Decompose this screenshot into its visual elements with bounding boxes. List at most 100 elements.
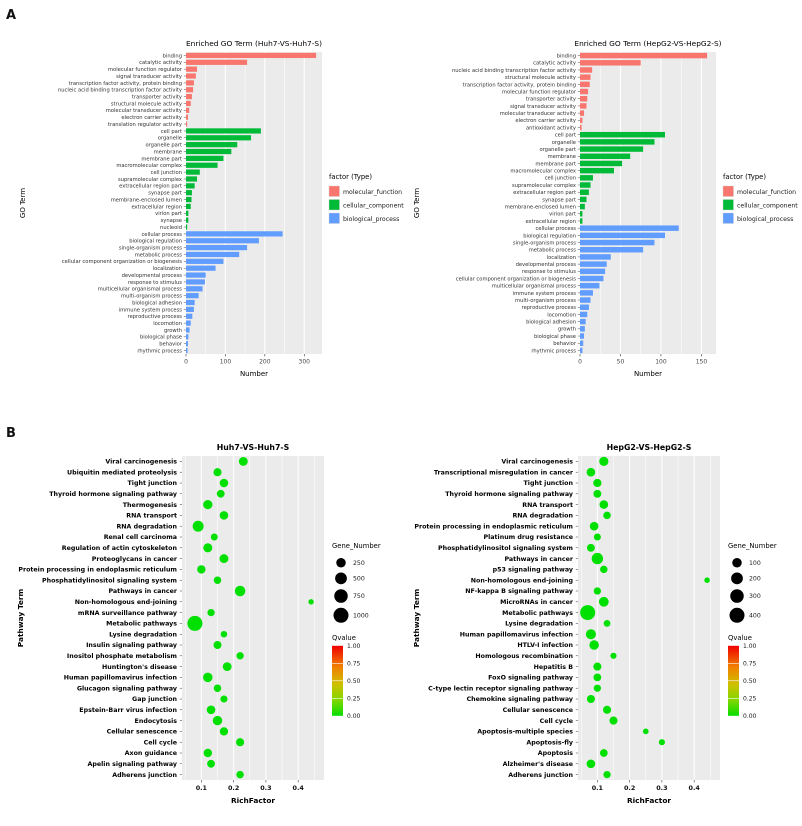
size-legend-key <box>731 572 743 585</box>
y-tick-label: membrane part <box>141 156 182 162</box>
y-tick-label: transcription factor activity, protein b… <box>463 82 576 88</box>
bubble <box>236 652 244 660</box>
x-tick-label: 0.3 <box>260 784 271 792</box>
bubble <box>593 587 601 595</box>
y-tick-label: virion part <box>155 211 182 217</box>
bubble <box>593 489 602 498</box>
bar-molecular_function <box>186 73 196 79</box>
size-legend-title: Gene_Number <box>728 542 777 550</box>
y-tick-label: Thyroid hormone signaling pathway <box>49 491 177 498</box>
x-tick-label: 0 <box>578 359 582 366</box>
y-tick-label: Thyroid hormone signaling pathway <box>445 491 573 498</box>
y-tick-label: Non-homologous end-joining <box>75 599 177 606</box>
y-tick-label: synapse <box>161 218 182 224</box>
bubble <box>593 478 602 488</box>
y-tick-label: RNA transport <box>522 502 573 509</box>
y-tick-label: immune system process <box>513 291 577 297</box>
color-legend-value: 0.75 <box>347 661 361 668</box>
bar-molecular_function <box>186 107 190 113</box>
y-tick-label: RNA transport <box>126 513 177 520</box>
bar-cellular_component <box>580 139 655 145</box>
legend-label: molecular_function <box>737 189 796 196</box>
bubble <box>600 565 608 574</box>
y-tick-label: cell part <box>161 129 182 135</box>
bubble <box>603 511 611 520</box>
bar-biological_process <box>580 247 644 253</box>
y-tick-label: Regulation of actin cytoskeleton <box>62 545 177 552</box>
bubble <box>236 770 244 779</box>
y-tick-label: localization <box>547 255 576 261</box>
y-tick-label: Ubiquitin mediated proteolysis <box>67 469 177 476</box>
bubble <box>308 599 314 605</box>
y-tick-label: Cellular senescence <box>107 729 177 736</box>
y-tick-label: nucleic acid binding transcription facto… <box>58 88 182 94</box>
bar-biological_process <box>186 299 195 306</box>
x-tick-label: 150 <box>696 359 708 366</box>
bubble <box>203 672 213 683</box>
y-tick-label: Metabolic pathways <box>502 610 573 617</box>
y-tick-label: Epstein-Barr virus infection <box>79 707 177 714</box>
bar-biological_process <box>580 232 665 239</box>
size-legend-key <box>333 607 349 623</box>
bar-cellular_component <box>580 203 585 210</box>
bar-cellular_component <box>186 176 198 182</box>
bar-cellular_component <box>186 183 195 189</box>
bar-molecular_function <box>580 117 583 124</box>
bar-cellular_component <box>580 160 623 167</box>
bubble <box>234 585 246 597</box>
bubble <box>599 500 609 509</box>
y-tick-label: localization <box>153 266 182 272</box>
y-tick-label: behavior <box>553 341 577 347</box>
y-tick-label: multi-organism process <box>121 294 182 300</box>
y-tick-label: transcription factor activity, protein b… <box>69 81 182 87</box>
color-legend-value: 1.00 <box>743 643 757 650</box>
size-legend-key <box>730 589 744 603</box>
y-tick-label: rhythmic process <box>531 348 576 354</box>
y-tick-label: transporter activity <box>132 95 182 101</box>
color-legend-value: 0.75 <box>743 661 757 668</box>
bubble <box>236 738 245 747</box>
y-tick-label: Cell cycle <box>144 739 177 746</box>
y-tick-label: Lysine degradation <box>505 621 573 628</box>
y-tick-label: RNA degradation <box>512 513 573 520</box>
y-tick-label: cellular process <box>535 226 576 232</box>
bubble <box>220 630 228 638</box>
bar-cellular_component <box>580 167 614 174</box>
y-tick-label: rhythmic process <box>137 348 182 354</box>
bar-biological_process <box>186 306 194 312</box>
bar-biological_process <box>580 318 586 325</box>
y-tick-label: Pathways in cancer <box>504 556 573 563</box>
y-tick-label: Cellular senescence <box>503 707 573 714</box>
bar-biological_process <box>580 268 606 275</box>
y-tick-label: C-type lectin receptor signaling pathway <box>428 685 573 692</box>
size-legend-value: 200 <box>749 576 761 583</box>
color-legend-title: Qvalue <box>332 634 356 642</box>
bar-molecular_function <box>186 121 188 127</box>
y-tick-label: catalytic activity <box>139 60 182 66</box>
bar-biological_process <box>580 304 589 310</box>
y-tick-label: Lysine degradation <box>109 631 177 638</box>
y-tick-label: biological regulation <box>523 233 576 239</box>
y-tick-label: Insulin signaling pathway <box>86 642 177 649</box>
bar-cellular_component <box>580 153 631 159</box>
y-tick-label: immune system process <box>119 307 183 313</box>
y-tick-label: virion part <box>549 212 576 218</box>
bar-molecular_function <box>580 110 585 116</box>
bar-cellular_component <box>580 196 587 203</box>
y-tick-label: multicellular organismal process <box>492 284 577 290</box>
bubble <box>586 759 596 769</box>
x-axis-title: RichFactor <box>627 796 671 805</box>
x-tick-label: 0.4 <box>293 784 305 792</box>
y-tick-label: Viral carcinogenesis <box>501 459 573 466</box>
y-tick-label: translation regulator activity <box>108 122 182 128</box>
bubble <box>206 705 216 715</box>
y-tick-label: Phosphatidylinositol signaling system <box>438 545 573 552</box>
y-tick-label: locomotion <box>153 321 182 327</box>
x-tick-label: 0.1 <box>196 784 207 792</box>
bar-biological_process <box>580 261 607 267</box>
bar-cellular_component <box>580 211 583 217</box>
y-tick-label: Protein processing in endoplasmic reticu… <box>18 567 177 574</box>
bar-biological_process <box>186 286 203 292</box>
bubble <box>213 641 222 649</box>
bar-cellular_component <box>186 224 188 230</box>
